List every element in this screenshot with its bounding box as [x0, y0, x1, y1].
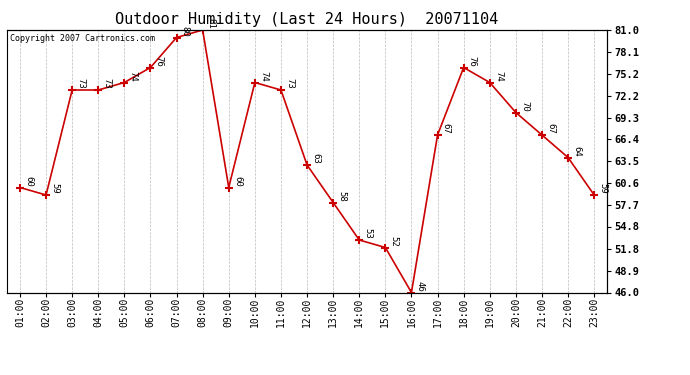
Text: 59: 59 [598, 183, 607, 194]
Text: 73: 73 [77, 78, 86, 89]
Text: 67: 67 [442, 123, 451, 134]
Text: 67: 67 [546, 123, 555, 134]
Text: 81: 81 [207, 18, 216, 29]
Text: 52: 52 [390, 236, 399, 247]
Text: 70: 70 [520, 101, 529, 112]
Text: 59: 59 [50, 183, 59, 194]
Text: 76: 76 [155, 56, 164, 67]
Text: 73: 73 [102, 78, 111, 89]
Text: 73: 73 [285, 78, 294, 89]
Text: 63: 63 [311, 153, 320, 164]
Title: Outdoor Humidity (Last 24 Hours)  20071104: Outdoor Humidity (Last 24 Hours) 2007110… [115, 12, 499, 27]
Text: 74: 74 [259, 71, 268, 82]
Text: 46: 46 [415, 281, 424, 292]
Text: Copyright 2007 Cartronics.com: Copyright 2007 Cartronics.com [10, 34, 155, 43]
Text: 60: 60 [24, 176, 33, 187]
Text: 80: 80 [181, 26, 190, 37]
Text: 53: 53 [364, 228, 373, 239]
Text: 60: 60 [233, 176, 242, 187]
Text: 64: 64 [572, 146, 581, 157]
Text: 58: 58 [337, 191, 346, 202]
Text: 76: 76 [468, 56, 477, 67]
Text: 74: 74 [494, 71, 503, 82]
Text: 74: 74 [128, 71, 137, 82]
